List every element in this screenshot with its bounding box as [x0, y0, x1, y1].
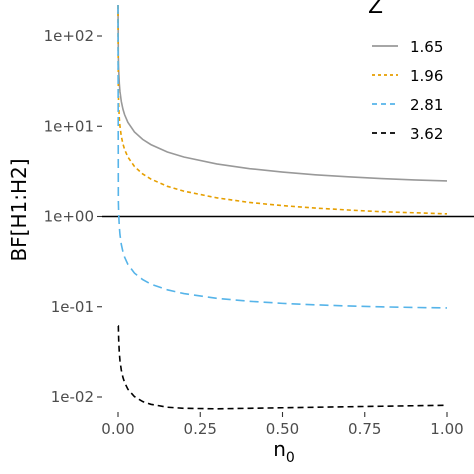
legend-items: 1.65 1.96 2.81 3.62 [372, 38, 443, 143]
series-line-2-81 [117, 4, 448, 309]
x-tick-label: 0.75 [348, 420, 381, 438]
series-line-1-65 [117, 4, 448, 182]
y-tick-label: 1e+01 [44, 117, 94, 135]
legend-label: 1.96 [410, 67, 443, 85]
series-lines [117, 4, 448, 410]
legend-label: 1.65 [410, 38, 443, 56]
x-tick-label: 0.00 [101, 420, 134, 438]
x-axis-title-main: n [273, 437, 286, 461]
y-tick-label: 1e+00 [44, 208, 94, 226]
series-line-3-62 [117, 325, 448, 410]
legend-title: Z [368, 0, 383, 19]
x-axis-title-subscript: 0 [286, 450, 295, 466]
y-tick-label: 1e-02 [51, 388, 94, 406]
y-axis-title: BF[H1:H2] [7, 158, 31, 261]
y-tick-label: 1e+02 [44, 27, 94, 45]
x-tick-label: 0.50 [266, 420, 299, 438]
legend-label: 3.62 [410, 125, 443, 143]
legend-label: 2.81 [410, 96, 443, 114]
y-axis: 1e-02 1e-01 1e+00 1e+01 1e+02 [44, 27, 102, 406]
x-tick-label: 1.00 [430, 420, 463, 438]
series-line-1-96 [117, 4, 448, 215]
plot-area [102, 4, 474, 410]
x-tick-label: 0.25 [184, 420, 217, 438]
legend: Z 1.65 1.96 2.81 3.62 [368, 0, 443, 143]
x-axis-title: n0 [273, 437, 295, 466]
y-tick-label: 1e-01 [51, 298, 94, 316]
x-axis: 0.00 0.25 0.50 0.75 1.00 [101, 412, 464, 438]
